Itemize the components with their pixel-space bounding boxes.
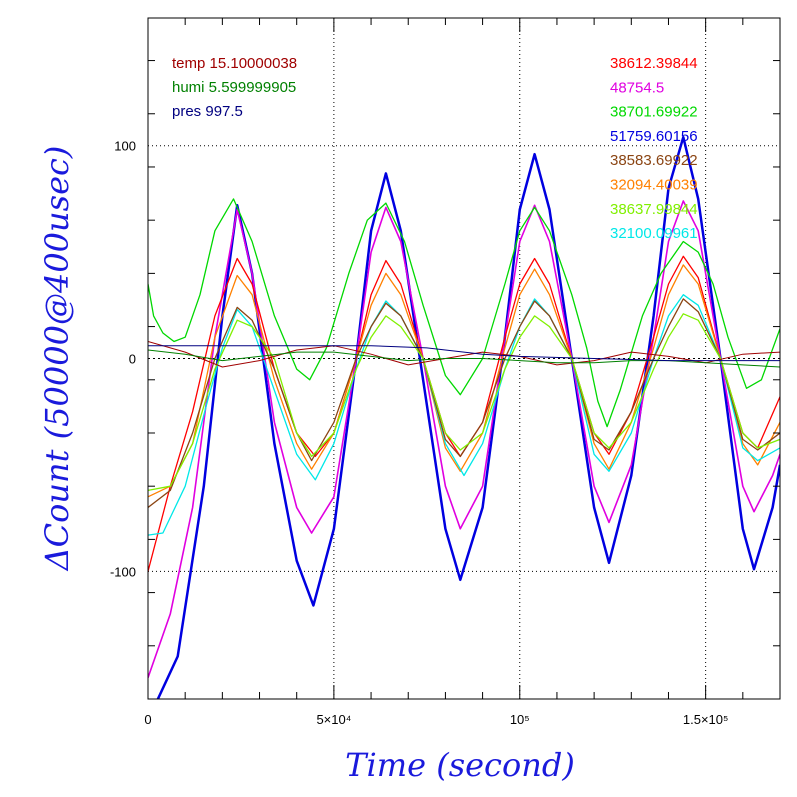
x-tick-label: 0: [144, 712, 151, 727]
legend-entry: 38612.39844: [610, 55, 698, 72]
series-line: [148, 198, 780, 428]
y-tick-label: -100: [110, 564, 136, 579]
legend-entry: temp 15.10000038: [172, 55, 297, 72]
legend-entry: 38583.69922: [610, 152, 698, 169]
series-lines: [148, 135, 780, 699]
series-line: [156, 135, 780, 699]
legend-entry: 32100.09961: [610, 225, 698, 242]
legend-left: temp 15.10000038 humi 5.599999905 pres 997…: [172, 55, 297, 120]
x-axis-title: Time (second): [345, 746, 575, 784]
series-line: [148, 200, 780, 678]
legend-entry: 51759.60156: [610, 128, 698, 145]
series-line: [148, 294, 780, 536]
x-tick-label: 5×10⁴: [316, 712, 351, 727]
series-line: [148, 264, 780, 498]
series-line: [148, 345, 780, 362]
y-axis-title: ΔCount (50000@400usec): [38, 146, 76, 573]
legend-entry: 32094.40039: [610, 177, 698, 194]
legend-entry: 38701.69922: [610, 104, 698, 121]
legend-entry: pres 997.5: [172, 103, 243, 120]
axis-ticks: [147, 18, 781, 700]
y-tick-label: 0: [129, 352, 136, 367]
axis-tick-labels: 0 5×10⁴ 10⁵ 1.5×10⁵ 100 0 -100: [110, 139, 728, 727]
plot-frame: [147, 17, 781, 700]
series-line: [148, 341, 780, 368]
x-tick-label: 10⁵: [510, 712, 530, 727]
legend-right: 38612.39844 48754.5 38701.69922 51759.60156…: [610, 55, 698, 242]
legend-entry: 38637.99844: [610, 201, 698, 218]
series-line: [148, 313, 780, 492]
x-tick-label: 1.5×10⁵: [683, 712, 729, 727]
legend-entry: 48754.5: [610, 79, 664, 96]
y-tick-label: 100: [114, 139, 136, 154]
series-line: [148, 298, 780, 509]
legend-entry: humi 5.599999905: [172, 79, 296, 96]
